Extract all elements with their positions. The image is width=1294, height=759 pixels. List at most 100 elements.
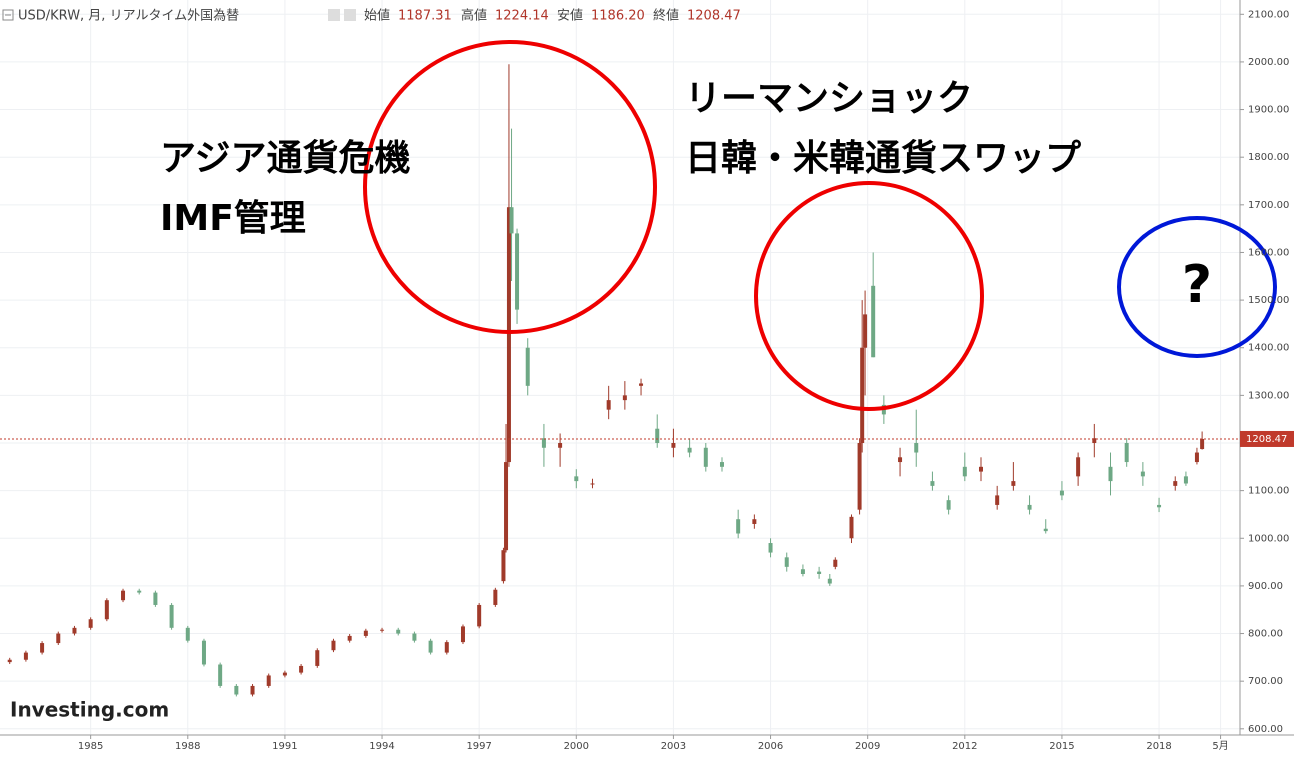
y-tick-label: 1400.00 bbox=[1248, 343, 1289, 354]
x-tick-label: 1988 bbox=[175, 741, 200, 752]
candle-body bbox=[509, 207, 514, 234]
y-tick-label: 600.00 bbox=[1248, 724, 1283, 735]
candle-body bbox=[72, 627, 77, 634]
y-tick-label: 700.00 bbox=[1248, 676, 1283, 687]
candle-body bbox=[622, 395, 627, 401]
collapse-icon[interactable] bbox=[2, 9, 14, 21]
candle-body bbox=[504, 462, 509, 551]
symbol: USD/KRW, 月, リアルタイム外国為替 bbox=[18, 8, 239, 24]
x-tick-label: 1985 bbox=[78, 741, 103, 752]
candle-body bbox=[768, 543, 773, 553]
candle-body bbox=[1092, 438, 1097, 444]
candle-body bbox=[930, 481, 935, 486]
candle-body bbox=[380, 629, 385, 631]
candle-body bbox=[800, 569, 805, 574]
candle-body bbox=[501, 550, 506, 582]
close-label: 終値 bbox=[653, 8, 679, 24]
candle-body bbox=[396, 629, 401, 634]
candle-body bbox=[7, 659, 12, 663]
candle-body bbox=[137, 590, 142, 593]
candle-body bbox=[962, 466, 967, 477]
candle-body bbox=[655, 428, 660, 444]
candle-body bbox=[460, 626, 465, 643]
y-tick-label: 800.00 bbox=[1248, 629, 1283, 640]
high-label: 高値 bbox=[461, 8, 487, 24]
candle-body bbox=[857, 443, 862, 510]
candle-body bbox=[104, 600, 109, 620]
candle-body bbox=[946, 500, 951, 510]
candle-body bbox=[121, 590, 126, 601]
candle-body bbox=[153, 592, 158, 605]
low-value: 1186.20 bbox=[591, 9, 645, 24]
candle-body bbox=[914, 443, 919, 453]
candle-body bbox=[590, 483, 595, 485]
candle-body bbox=[412, 633, 417, 641]
candle-body bbox=[1011, 481, 1016, 486]
y-tick-label: 1800.00 bbox=[1248, 152, 1289, 163]
candle-body bbox=[898, 457, 903, 463]
header: USD/KRW, 月, リアルタイム外国為替 始値 1187.31 高値 122… bbox=[2, 8, 741, 24]
candle-body bbox=[1027, 504, 1032, 510]
y-tick-label: 1700.00 bbox=[1248, 200, 1289, 211]
low-label: 安値 bbox=[557, 8, 583, 24]
annotation: リーマンショック bbox=[685, 78, 973, 119]
y-tick-label: 1300.00 bbox=[1248, 390, 1289, 401]
candle-body bbox=[331, 640, 336, 651]
annotation: ? bbox=[1182, 255, 1212, 315]
candle-body bbox=[218, 664, 223, 686]
high-value: 1224.14 bbox=[495, 9, 549, 24]
candle-body bbox=[817, 571, 822, 574]
x-tick-label: 2009 bbox=[855, 741, 880, 752]
candle-body bbox=[515, 233, 520, 310]
candle-body bbox=[23, 652, 28, 660]
candle-body bbox=[40, 643, 45, 653]
highlight-circle bbox=[754, 181, 984, 411]
x-tick-label: 2012 bbox=[952, 741, 977, 752]
candle-body bbox=[860, 347, 865, 444]
candle-body bbox=[1183, 476, 1188, 484]
candle-body bbox=[671, 443, 676, 448]
candle-body bbox=[1108, 466, 1113, 482]
x-tick-label: 2003 bbox=[661, 741, 686, 752]
candle-body bbox=[995, 495, 1000, 505]
y-tick-label: 1100.00 bbox=[1248, 486, 1289, 497]
candles bbox=[7, 64, 1205, 697]
candle-body bbox=[1076, 457, 1081, 477]
x-tick-label: 2006 bbox=[758, 741, 783, 752]
candle-body bbox=[558, 443, 563, 448]
candle-body bbox=[752, 519, 757, 524]
annotation: 日韓・米韓通貨スワップ bbox=[685, 138, 1081, 179]
candle-body bbox=[363, 630, 368, 636]
x-tick-label: 1991 bbox=[272, 741, 297, 752]
candle-body bbox=[282, 672, 287, 676]
candle-body bbox=[201, 640, 206, 665]
candle-body bbox=[833, 559, 838, 567]
candle-body bbox=[428, 640, 433, 653]
highlight-circle bbox=[363, 40, 657, 334]
candle-body bbox=[250, 685, 255, 695]
settings-icon[interactable] bbox=[328, 9, 340, 21]
candle-body bbox=[347, 635, 352, 641]
candle-body bbox=[266, 675, 271, 686]
y-tick-label: 2100.00 bbox=[1248, 9, 1289, 20]
candle-body bbox=[88, 619, 93, 628]
candle-body bbox=[1059, 490, 1064, 496]
candle-body bbox=[606, 400, 611, 410]
candle-body bbox=[493, 589, 498, 605]
candle-body bbox=[56, 633, 61, 644]
candle-body bbox=[1043, 528, 1048, 532]
grid bbox=[0, 0, 1240, 735]
y-tick-label: 1900.00 bbox=[1248, 105, 1289, 116]
candle-body bbox=[639, 383, 644, 386]
candle-body bbox=[736, 519, 741, 534]
candle-body bbox=[506, 207, 511, 463]
open-value: 1187.31 bbox=[398, 9, 452, 24]
candle-body bbox=[299, 665, 304, 673]
y-tick-label: 1000.00 bbox=[1248, 533, 1289, 544]
y-tick-label: 1500.00 bbox=[1248, 295, 1289, 306]
y-tick-label: 900.00 bbox=[1248, 581, 1283, 592]
candle-body bbox=[871, 285, 876, 358]
candle-body bbox=[541, 438, 546, 448]
close-icon[interactable] bbox=[344, 9, 356, 21]
